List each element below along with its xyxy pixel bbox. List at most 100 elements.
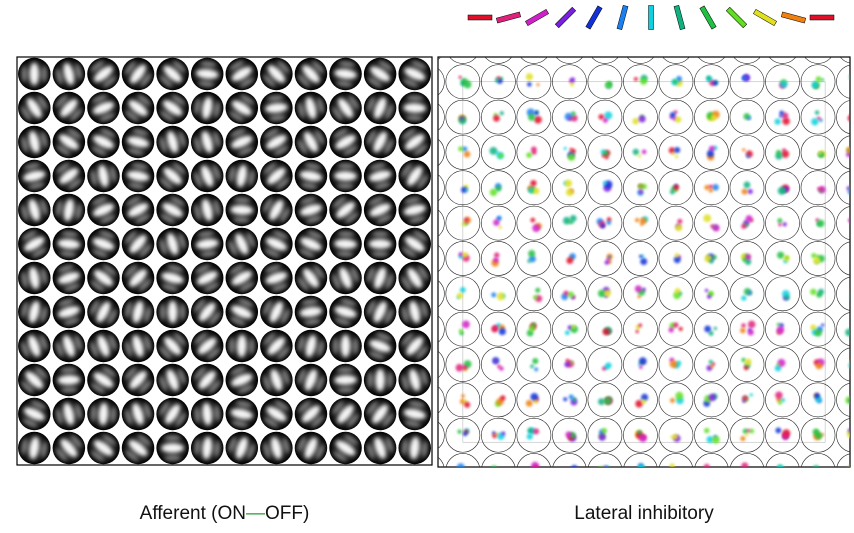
rf-side [55,448,68,462]
rf-side [371,251,389,257]
lateral-ring [623,276,658,312]
rf-side [336,81,353,87]
lateral-blob [423,41,430,48]
lateral-blob [638,323,643,328]
lateral-blob [776,328,783,335]
lateral-ring [481,241,516,276]
rf-side [344,434,359,445]
rf-side [238,147,254,156]
rf-side [171,94,186,105]
lateral-blob [564,472,568,476]
lateral-blob [495,40,502,47]
rf-side [58,298,74,306]
lateral-blob [748,116,752,120]
rf-pattern [228,164,255,188]
rf-on [230,205,254,215]
rf-on [369,203,391,217]
rf-side [137,94,151,106]
lateral-ring [445,170,481,206]
lateral-blob [564,330,570,336]
lateral-blob [569,147,573,151]
lateral-blob [462,468,466,472]
rf-on [128,440,148,456]
rf-side [102,366,116,377]
lateral-blob [637,430,642,435]
lateral-blob [463,80,472,89]
lateral-ring [623,347,658,382]
lateral-blob [639,365,643,370]
lateral-blob [455,363,464,372]
rf-side [57,264,74,273]
lateral-blob [782,117,790,126]
lateral-blob [494,432,498,437]
lateral-blob [851,466,854,469]
rf-side [100,215,116,224]
rf-pattern [297,334,324,358]
rf-on [231,100,252,116]
rf-side [32,248,47,258]
rf-on [98,402,109,426]
rf-pattern [403,95,427,121]
rf-pattern [332,401,359,427]
rf-pattern [368,231,392,257]
lateral-blob [817,187,821,191]
lateral-blob [601,154,605,158]
rf-pattern [332,196,359,224]
rf-side [368,196,384,205]
lateral-blob [673,184,680,191]
rf-side [315,129,325,145]
lateral-blob [600,223,606,229]
lateral-blob [528,250,536,258]
lateral-blob [525,73,534,81]
rf-pattern [90,164,117,188]
lateral-ring [836,64,850,99]
lateral-ring [658,241,694,276]
rf-side [124,61,136,75]
lateral-blob [424,41,429,46]
rf-side [408,401,425,408]
rf-on [334,69,357,79]
rf-side [139,380,152,394]
lateral-blob [782,47,786,51]
rf-on [236,437,248,459]
lateral-blob [565,188,574,197]
rf-pattern [263,436,290,460]
rf-side [90,300,99,315]
rf-side [301,299,318,305]
rf-pattern [126,163,150,189]
rf-on [266,406,287,422]
lateral-blob [597,40,604,47]
rf-pattern [264,128,289,156]
lateral-blob [495,185,502,192]
lateral-blob [704,288,709,293]
rf-pattern [126,129,150,155]
lateral-blob [498,327,506,336]
lateral-ring [694,276,729,312]
lateral-ring [587,205,623,241]
lateral-ring [804,57,832,64]
rf-on [301,405,320,423]
rf-pattern [263,197,290,223]
lateral-ring [800,417,836,453]
rf-pattern [91,128,116,156]
rf-pattern [193,299,221,325]
rf-side [90,169,97,186]
lateral-blob [458,252,464,257]
lateral-blob [742,428,748,434]
lateral-blob [741,462,749,467]
lateral-blob [743,75,748,80]
rf-side [74,334,83,351]
rf-pattern [403,197,426,223]
rf-pattern [90,264,117,292]
rf-side [55,341,64,358]
rf-on [372,404,388,424]
lateral-ring [800,276,836,312]
rf-pattern [195,231,219,257]
lateral-blob [563,146,567,151]
rf-side [40,199,48,215]
lateral-blob [846,147,850,153]
rf-pattern [263,332,290,360]
rf-side [234,197,251,203]
rf-pattern [297,400,324,428]
rf-on [304,131,318,153]
